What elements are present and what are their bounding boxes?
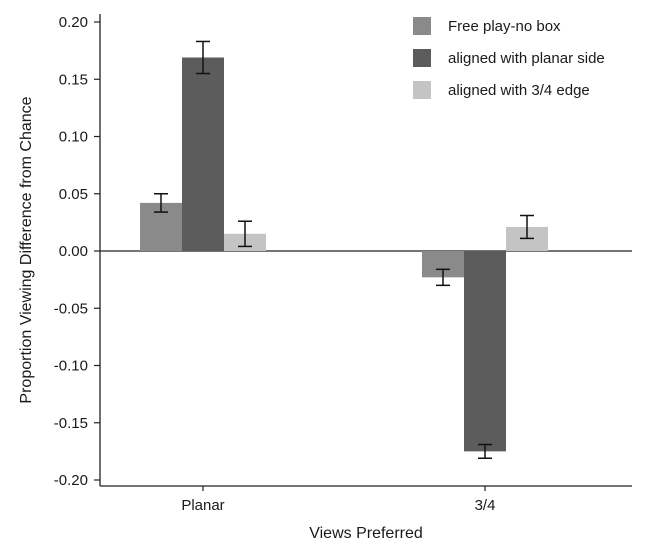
legend: Free play-no box aligned with planar side… xyxy=(413,17,605,99)
y-tick-label: 0.05 xyxy=(59,186,88,203)
x-axis-title: Views Preferred xyxy=(309,525,423,542)
x-tick-label: 3/4 xyxy=(475,497,496,514)
bar-Planar-1 xyxy=(182,57,224,252)
y-axis-title: Proportion Viewing Difference from Chanc… xyxy=(18,96,35,403)
legend-label-1: aligned with planar side xyxy=(448,50,605,67)
y-tick-label: 0.00 xyxy=(59,243,88,260)
x-tick-label: Planar xyxy=(181,497,224,514)
y-tick-label: -0.05 xyxy=(54,300,88,317)
legend-swatch-0 xyxy=(413,17,431,35)
y-tick-label: 0.20 xyxy=(59,14,88,31)
y-tick-label: -0.10 xyxy=(54,358,88,375)
legend-swatch-1 xyxy=(413,49,431,67)
y-tick-label: 0.15 xyxy=(59,71,88,88)
error-bars xyxy=(154,40,534,459)
legend-swatch-2 xyxy=(413,81,431,99)
x-axis: Planar 3/4 xyxy=(100,485,632,514)
y-tick-label: 0.10 xyxy=(59,129,88,146)
bars xyxy=(140,57,548,452)
y-tick-label: -0.20 xyxy=(54,472,88,489)
y-tick-label: -0.15 xyxy=(54,415,88,432)
bar-3/4-1 xyxy=(464,251,506,452)
y-axis: 0.20 0.15 0.10 0.05 0.00 -0.05 -0.10 -0.15 -0.20 xyxy=(54,14,632,489)
legend-label-0: Free play-no box xyxy=(448,18,561,35)
legend-label-2: aligned with 3/4 edge xyxy=(448,82,590,99)
